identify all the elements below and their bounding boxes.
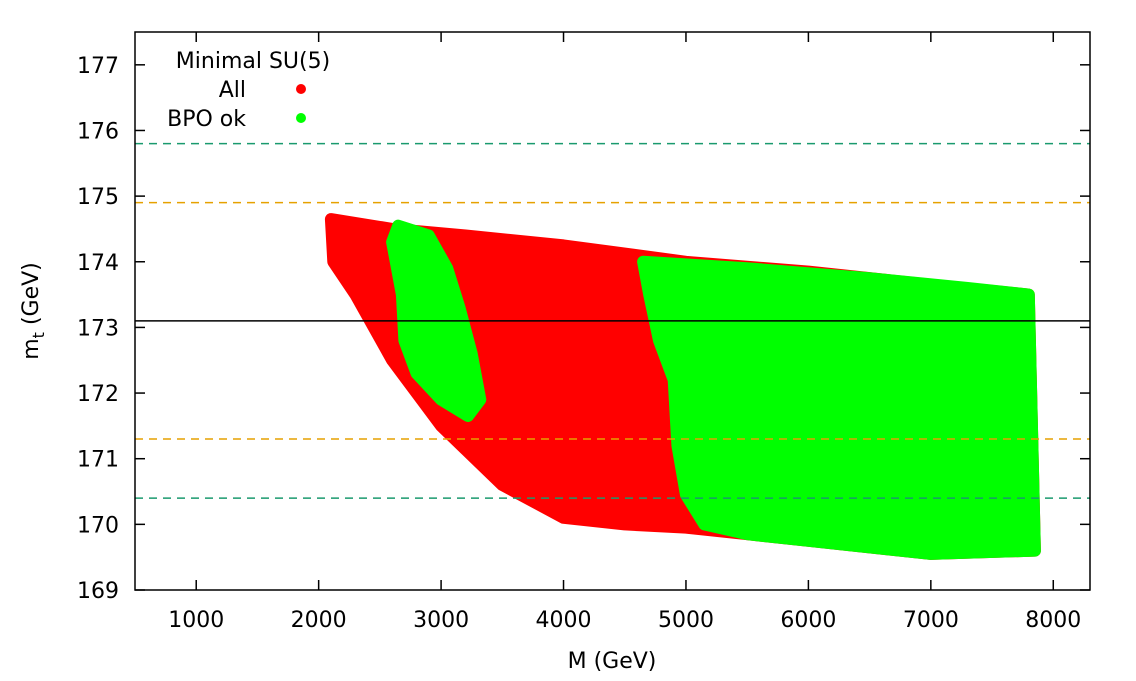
- y-tick-label: 176: [77, 119, 119, 144]
- legend-label-bpo-ok: BPO ok: [167, 107, 246, 132]
- x-tick-label: 5000: [658, 608, 714, 633]
- axis-ticks: 1000 2000 3000 4000 5000 6000 7000 8000 169 170 17…: [77, 32, 1090, 633]
- x-tick-label: 8000: [1025, 608, 1081, 633]
- legend-label-all: All: [219, 78, 246, 103]
- x-tick-label: 1000: [168, 608, 224, 633]
- y-axis-title-unit: (GeV): [19, 262, 44, 332]
- x-tick-label: 4000: [536, 608, 592, 633]
- legend-title: Minimal SU(5): [176, 49, 330, 74]
- y-tick-label: 174: [77, 251, 119, 276]
- x-tick-label: 2000: [291, 608, 347, 633]
- x-tick-label: 6000: [780, 608, 836, 633]
- x-tick-label: 3000: [413, 608, 469, 633]
- y-tick-label: 171: [77, 448, 119, 473]
- legend-background: [150, 42, 350, 134]
- y-tick-label: 169: [77, 579, 119, 604]
- y-tick-label: 175: [77, 185, 119, 210]
- y-axis-title-sub: t: [29, 332, 48, 338]
- reference-lines: [135, 142, 1090, 499]
- y-tick-label: 172: [77, 382, 119, 407]
- y-tick-label: 173: [77, 316, 119, 341]
- series-bpo-ok-band-2: [637, 255, 1041, 560]
- y-tick-label: 177: [77, 54, 119, 79]
- plot-frame: [134, 31, 1091, 591]
- y-axis-title-main: m: [19, 338, 44, 359]
- legend-marker-all: [296, 84, 306, 94]
- data-layer: [324, 213, 1041, 560]
- x-tick-label: 7000: [903, 608, 959, 633]
- legend-marker-bpo-ok: [296, 113, 306, 123]
- x-axis-title: M (GeV): [568, 649, 657, 674]
- legend: Minimal SU(5) All BPO ok: [150, 42, 350, 134]
- y-axis-title: mt (GeV): [19, 262, 48, 360]
- y-tick-label: 170: [77, 513, 119, 538]
